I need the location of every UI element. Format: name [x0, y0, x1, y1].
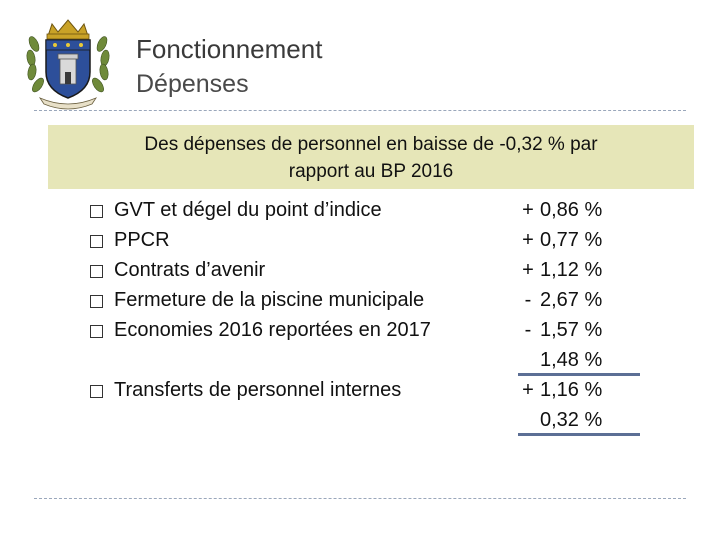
checkbox-icon [90, 385, 103, 398]
item-value: 0,86 % [540, 199, 603, 221]
checkbox-icon [90, 265, 103, 278]
checkbox-icon [90, 205, 103, 218]
page-title: Fonctionnement [136, 34, 323, 64]
item-value: 2,67 % [540, 289, 603, 311]
total-value: 0,32 % [540, 409, 603, 431]
item-sign: + [522, 259, 534, 281]
checkbox-icon [90, 295, 103, 308]
subtotal-value: 1,48 % [540, 349, 603, 371]
item-label: GVT et dégel du point d’indice [114, 199, 382, 221]
top-divider [34, 110, 686, 111]
page-subtitle: Dépenses [136, 70, 249, 98]
banner-line-2: rapport au BP 2016 [288, 161, 454, 182]
checkbox-icon [90, 235, 103, 248]
item-value: 0,77 % [540, 229, 603, 251]
item-sign: - [524, 289, 532, 311]
item-value: 1,57 % [540, 319, 603, 341]
coat-of-arms-icon [26, 19, 110, 110]
item-sign: + [522, 199, 534, 221]
summary-banner: Des dépenses de personnel en baisse de -… [48, 125, 694, 189]
item-value: 1,16 % [540, 379, 603, 401]
bottom-divider [34, 498, 686, 499]
item-label: PPCR [114, 229, 170, 251]
banner-line-1: Des dépenses de personnel en baisse de -… [144, 134, 598, 155]
item-label: Fermeture de la piscine municipale [114, 289, 425, 311]
total-underline [518, 433, 640, 436]
item-label: Economies 2016 reportées en 2017 [114, 319, 431, 341]
item-label: Transferts de personnel internes [114, 379, 402, 401]
item-label: Contrats d’avenir [114, 259, 266, 281]
item-sign: - [524, 319, 532, 341]
item-sign: + [522, 229, 534, 251]
subtotal-underline [518, 373, 640, 376]
item-value: 1,12 % [540, 259, 603, 281]
item-sign: + [522, 379, 534, 401]
checkbox-icon [90, 325, 103, 338]
